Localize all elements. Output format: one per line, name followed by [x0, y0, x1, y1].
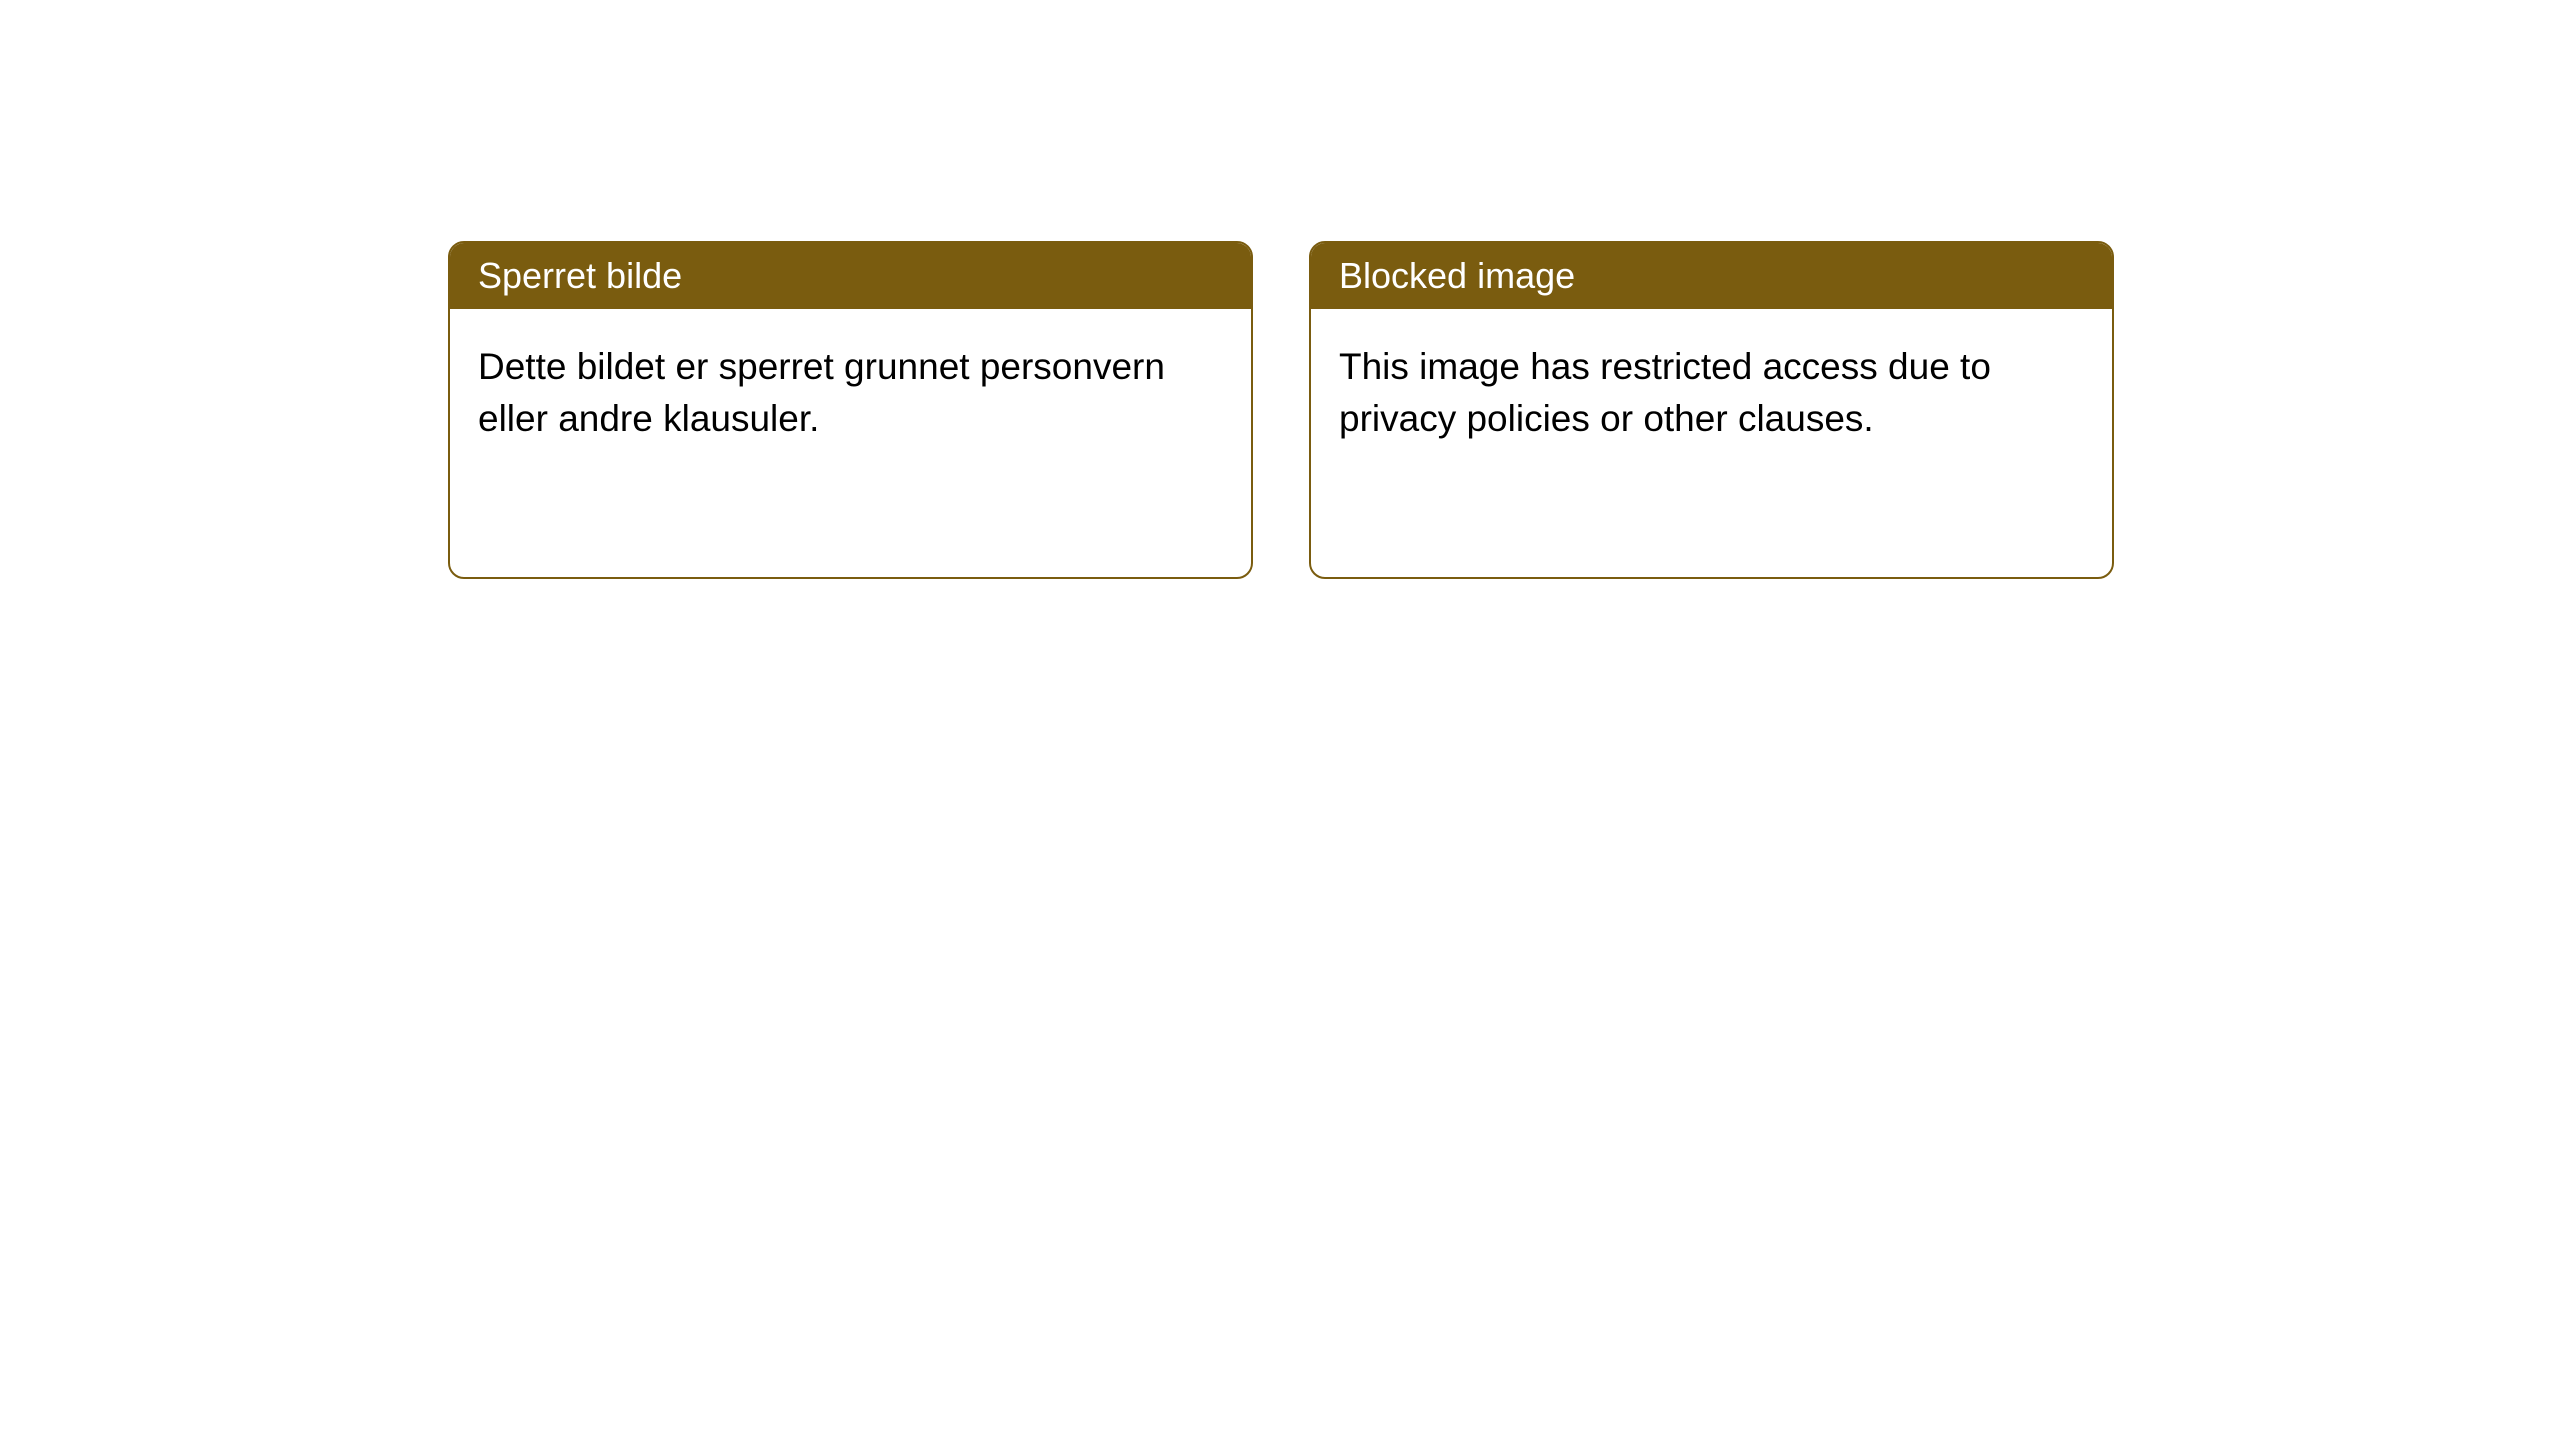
notice-card-english: Blocked image This image has restricted …: [1309, 241, 2114, 579]
notice-card-body: This image has restricted access due to …: [1311, 309, 2112, 477]
notice-card-title: Blocked image: [1311, 243, 2112, 309]
notice-cards-container: Sperret bilde Dette bildet er sperret gr…: [448, 241, 2560, 579]
notice-card-title: Sperret bilde: [450, 243, 1251, 309]
notice-card-norwegian: Sperret bilde Dette bildet er sperret gr…: [448, 241, 1253, 579]
notice-card-body: Dette bildet er sperret grunnet personve…: [450, 309, 1251, 477]
